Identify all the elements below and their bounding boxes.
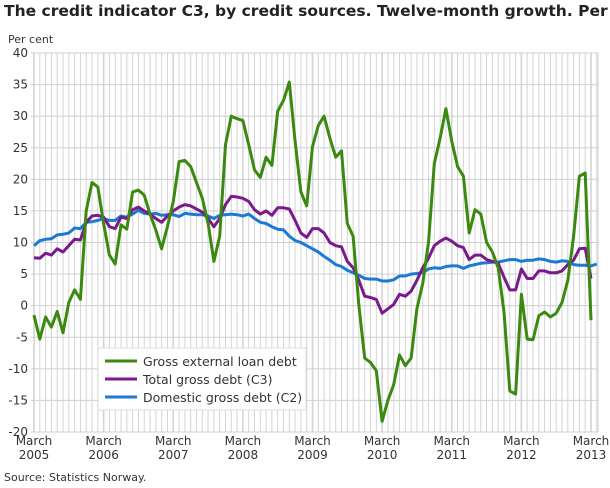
series-line-total-gross-debt-c3- xyxy=(33,194,593,315)
y-tick-label: 25 xyxy=(13,141,28,155)
chart-title: The credit indicator C3, by credit sourc… xyxy=(4,2,610,20)
legend-label: Domestic gross debt (C2) xyxy=(143,390,302,405)
x-tick-label: March xyxy=(294,434,331,448)
series-line-gross-external-loan-debt xyxy=(32,80,593,423)
y-tick-label: 20 xyxy=(13,172,28,186)
x-tick-label: 2013 xyxy=(576,448,607,462)
x-tick-label: 2005 xyxy=(19,448,50,462)
y-tick-label: -5 xyxy=(16,330,28,344)
x-tick-label: March xyxy=(433,434,470,448)
source-note: Source: Statistics Norway. xyxy=(4,471,147,484)
x-tick-label: 2010 xyxy=(367,448,398,462)
x-tick-label: March xyxy=(225,434,262,448)
y-tick-label: -10 xyxy=(8,362,28,376)
y-tick-label: 5 xyxy=(20,267,28,281)
legend-label: Total gross debt (C3) xyxy=(142,372,272,387)
y-tick-label: 40 xyxy=(13,46,28,60)
x-tick-label: March xyxy=(503,434,540,448)
x-tick-label: March xyxy=(85,434,122,448)
x-tick-label: 2007 xyxy=(158,448,189,462)
x-tick-label: March xyxy=(573,434,610,448)
x-tick-label: March xyxy=(364,434,401,448)
x-tick-label: 2011 xyxy=(436,448,467,462)
y-tick-label: 0 xyxy=(20,299,28,313)
legend-label: Gross external loan debt xyxy=(143,354,297,369)
y-tick-label: -20 xyxy=(8,425,28,439)
y-tick-label: -15 xyxy=(8,393,28,407)
x-tick-label: March xyxy=(16,434,53,448)
y-axis-label: Per cent xyxy=(8,33,54,46)
y-tick-label: 35 xyxy=(13,78,28,92)
y-tick-label: 10 xyxy=(13,236,28,250)
x-tick-label: 2006 xyxy=(88,448,119,462)
x-tick-label: 2012 xyxy=(506,448,537,462)
x-tick-label: March xyxy=(155,434,192,448)
y-tick-label: 15 xyxy=(13,204,28,218)
y-tick-label: 30 xyxy=(13,109,28,123)
x-tick-label: 2009 xyxy=(297,448,328,462)
x-tick-label: 2008 xyxy=(228,448,259,462)
